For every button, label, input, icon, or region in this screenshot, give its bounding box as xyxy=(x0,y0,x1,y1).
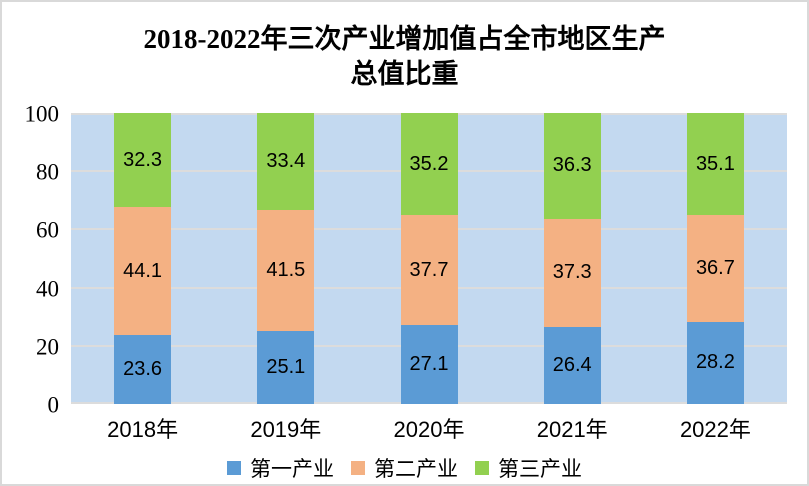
data-label: 41.5 xyxy=(266,259,306,282)
data-label: 36.7 xyxy=(695,257,735,280)
y-tick-label-40: 40 xyxy=(36,276,59,302)
stacked-bar-2020年: 27.1 37.7 35.2 xyxy=(400,113,458,404)
bar-segment-第一产业-2021年: 26.4 xyxy=(543,327,601,404)
data-label: 25.1 xyxy=(266,355,306,378)
data-label: 35.1 xyxy=(695,152,735,175)
x-tick-label-2021年: 2021年 xyxy=(536,417,608,442)
bar-segment-第二产业-2018年: 44.1 xyxy=(114,207,172,336)
bar-segment-第三产业-2020年: 35.2 xyxy=(400,113,458,216)
legend-item-第二产业: 第二产业 xyxy=(351,453,458,483)
legend-item-第三产业: 第三产业 xyxy=(475,453,582,483)
bar-segment-第三产业-2018年: 32.3 xyxy=(114,113,172,207)
y-tick-label-100: 100 xyxy=(24,101,60,127)
bar-segment-第二产业-2021年: 37.3 xyxy=(543,218,601,328)
chart-title: 2018-2022年三次产业增加值占全市地区生产 总值比重 xyxy=(2,22,807,92)
stacked-bar-2019年: 25.1 41.5 33.4 xyxy=(257,113,315,404)
stacked-bar-2022年: 28.2 36.7 35.1 xyxy=(686,113,744,404)
data-label: 28.2 xyxy=(695,351,735,374)
bar-segment-第二产业-2022年: 36.7 xyxy=(686,215,744,322)
legend-item-第一产业: 第一产业 xyxy=(227,453,334,483)
data-label: 35.2 xyxy=(409,152,449,175)
bar-segment-第三产业-2021年: 36.3 xyxy=(543,113,601,219)
legend-swatch-icon xyxy=(475,461,489,475)
bar-segment-第一产业-2018年: 23.6 xyxy=(114,335,172,404)
data-label: 26.4 xyxy=(552,354,592,377)
bars-row: 23.6 44.1 32.3 25.1 41.5 33.4 27.1 37.7 35.2 26.4… xyxy=(71,113,787,404)
x-tick-label-2019年: 2019年 xyxy=(250,417,322,442)
y-tick-label-60: 60 xyxy=(36,217,59,243)
legend-label: 第一产业 xyxy=(250,457,334,481)
stacked-bar-2018年: 23.6 44.1 32.3 xyxy=(114,113,172,404)
chart-title-line-2: 总值比重 xyxy=(350,59,459,89)
bar-segment-第三产业-2022年: 35.1 xyxy=(686,113,744,216)
plot-area: 23.6 44.1 32.3 25.1 41.5 33.4 27.1 37.7 35.2 26.4… xyxy=(71,113,787,404)
y-tick-label-80: 80 xyxy=(36,159,59,185)
y-tick-label-0: 0 xyxy=(47,392,60,418)
bar-column-2020年: 27.1 37.7 35.2 xyxy=(357,113,500,404)
bar-segment-第一产业-2020年: 27.1 xyxy=(400,325,458,404)
bar-segment-第一产业-2019年: 25.1 xyxy=(257,330,315,404)
data-label: 44.1 xyxy=(123,259,163,282)
x-tick-label-2020年: 2020年 xyxy=(393,417,465,442)
y-tick-label-20: 20 xyxy=(36,334,59,360)
bar-segment-第二产业-2020年: 37.7 xyxy=(400,215,458,326)
data-label: 32.3 xyxy=(123,148,163,171)
bar-column-2019年: 25.1 41.5 33.4 xyxy=(214,113,357,404)
stacked-bar-2021年: 26.4 37.3 36.3 xyxy=(543,113,601,404)
bar-segment-第一产业-2022年: 28.2 xyxy=(686,321,744,404)
data-label: 27.1 xyxy=(409,353,449,376)
data-label: 36.3 xyxy=(552,154,592,177)
data-label: 37.3 xyxy=(552,261,592,284)
legend-swatch-icon xyxy=(351,461,365,475)
x-tick-label-2022年: 2022年 xyxy=(679,417,751,442)
bar-segment-第三产业-2019年: 33.4 xyxy=(257,113,315,211)
x-axis: 2018年 2019年 2020年 2021年 2022年 xyxy=(71,412,787,444)
y-axis: 0 20 40 60 80 100 xyxy=(2,102,60,418)
data-label: 23.6 xyxy=(123,358,163,381)
bar-column-2022年: 28.2 36.7 35.1 xyxy=(644,113,787,404)
data-label: 37.7 xyxy=(409,258,449,281)
data-label: 33.4 xyxy=(266,150,306,173)
legend-label: 第三产业 xyxy=(498,457,582,481)
bar-column-2018年: 23.6 44.1 32.3 xyxy=(71,113,214,404)
legend-swatch-icon xyxy=(227,461,241,475)
x-tick-label-2018年: 2018年 xyxy=(107,417,179,442)
bar-column-2021年: 26.4 37.3 36.3 xyxy=(501,113,644,404)
bar-segment-第二产业-2019年: 41.5 xyxy=(257,210,315,331)
chart-title-line-1: 2018-2022年三次产业增加值占全市地区生产 xyxy=(143,24,666,54)
legend: 第一产业 第二产业 第三产业 xyxy=(2,453,807,483)
legend-label: 第二产业 xyxy=(374,457,458,481)
